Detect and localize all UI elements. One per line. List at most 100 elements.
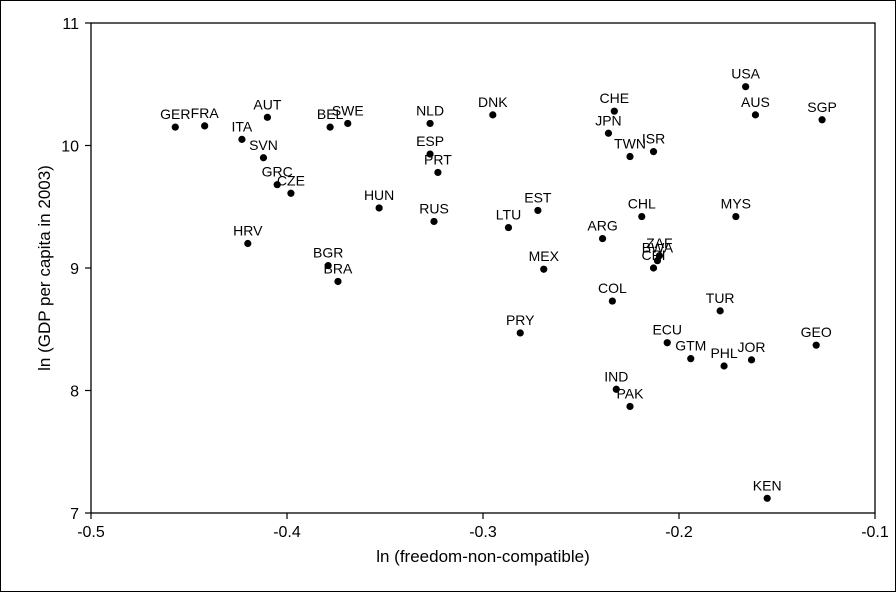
point-label: BRA [324,260,353,276]
data-point [344,119,352,128]
point-label: TWN [614,136,646,152]
data-point [238,135,246,143]
x-tick-label: -0.3 [469,524,497,541]
point-label: TUR [706,290,735,306]
data-point [812,341,820,349]
data-point [818,116,826,124]
data-point [610,107,618,115]
point-label: GEO [801,324,832,340]
x-tick-label: -0.4 [273,524,301,541]
data-point [604,129,613,137]
point-label: PAK [617,385,645,401]
y-tick-label: 9 [70,261,79,278]
data-point [334,277,342,286]
point-label: ZAF [646,235,672,251]
data-point [273,181,281,189]
point-label: AUS [741,94,770,110]
data-point [201,122,209,130]
x-axis-title: ln (freedom-non-compatible) [376,547,590,566]
point-label: CHL [628,196,656,212]
point-label: USA [731,66,760,82]
data-point [638,212,646,221]
data-point [259,154,268,162]
data-point [489,111,497,119]
y-tick-label: 7 [70,506,79,523]
point-label: IND [604,368,628,384]
data-point [716,307,724,315]
data-point [516,329,524,337]
y-tick-label: 11 [62,16,79,33]
data-point [375,204,383,212]
point-label: PHL [710,345,737,361]
point-label: NLD [416,102,444,118]
data-point [534,206,542,215]
point-label: SVN [249,137,278,153]
point-label: JOR [738,339,766,355]
point-label: HRV [233,223,263,239]
data-point [426,150,434,158]
point-label: ISR [642,131,665,147]
point-label: JPN [595,112,621,128]
data-point [687,355,695,363]
point-label: ECU [652,322,682,338]
data-point [426,119,434,128]
data-point [720,362,728,370]
data-point [626,152,634,161]
point-label: COL [598,280,627,296]
data-point [747,356,756,364]
point-label: BGR [313,245,343,261]
x-tick-label: -0.2 [665,524,693,541]
point-label: DNK [478,94,508,110]
data-point [540,265,548,273]
data-point [653,257,662,265]
point-label: SGP [807,99,837,115]
point-label: LTU [496,207,521,223]
point-label: GER [160,106,190,122]
x-tick-label: -0.1 [861,524,889,541]
data-point [751,111,760,119]
data-point [324,261,332,270]
point-label: MYS [721,196,751,212]
data-point [663,339,671,347]
data-point [598,235,607,243]
data-point [732,212,740,221]
point-label: FRA [191,105,220,121]
data-point [430,217,438,226]
data-point [244,239,252,248]
y-axis-title: ln (GDP per capita in 2003) [35,165,54,371]
x-tick-label: -0.5 [77,524,105,541]
point-label: MEX [529,248,560,264]
data-point [263,113,271,121]
point-label: ARG [587,218,617,234]
point-label: HUN [364,187,394,203]
data-point [434,168,442,177]
point-label: PRY [506,312,535,328]
point-label: KEN [753,477,782,493]
data-point [649,264,658,272]
axis-ticks: -0.5 -0.4 -0.3 -0.2 -0.1 7 8 9 10 11 [61,16,889,541]
point-label: ITA [232,118,253,134]
data-point [326,123,334,131]
point-label: ESP [416,133,444,149]
point-label: AUT [253,96,281,112]
point-label: RUS [419,200,449,216]
point-label: CZE [277,172,305,188]
data-point [649,148,658,156]
data-point [287,189,295,197]
point-label: BWA [642,240,674,256]
data-point [608,297,616,305]
data-point [742,83,750,91]
point-label: PRT [424,151,452,167]
data-point [626,402,634,411]
data-point [171,123,179,131]
point-label: SWE [332,102,364,118]
y-tick-label: 10 [61,139,79,156]
data-point [763,494,771,502]
point-label: CHE [600,90,630,106]
y-tick-label: 8 [70,384,79,401]
point-label: GRC [262,164,293,180]
point-label: EST [524,189,552,205]
